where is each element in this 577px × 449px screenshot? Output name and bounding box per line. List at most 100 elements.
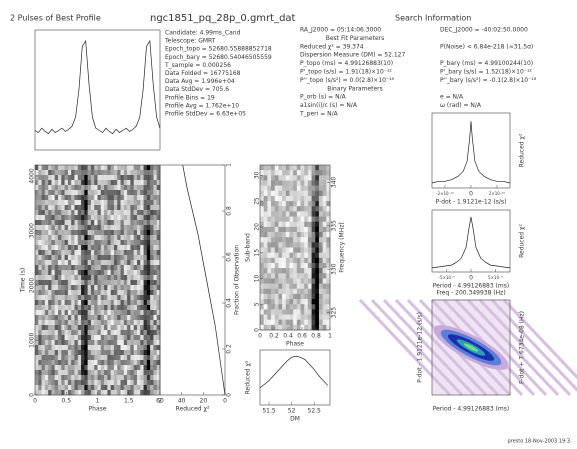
heatmap-cell [58, 175, 62, 181]
x-tick-label: 0.5 [61, 398, 71, 405]
heatmap-cell [84, 200, 88, 206]
heatmap-cell [67, 355, 72, 361]
heatmap-cell [54, 320, 59, 326]
heatmap-cell [289, 195, 294, 202]
heatmap-cell [61, 280, 65, 286]
heatmap-cell [107, 225, 111, 231]
heatmap-cell [282, 278, 287, 284]
heatmap-cell [97, 380, 102, 386]
heatmap-cell [307, 185, 312, 192]
y-tick-label: 10 [254, 274, 261, 282]
heatmap-cell [38, 390, 42, 396]
heatmap-cell [44, 390, 49, 396]
heatmap-cell [41, 205, 46, 211]
heatmap-cell [156, 340, 161, 346]
heatmap-cell [120, 340, 125, 346]
heatmap-cell [322, 299, 327, 305]
heatmap-cell [71, 325, 75, 331]
heatmap-cell [77, 360, 82, 366]
heatmap-cell [87, 260, 92, 266]
heatmap-cell [100, 390, 105, 396]
heatmap-cell [296, 309, 301, 315]
heatmap-cell [267, 314, 272, 320]
heatmap-cell [318, 211, 323, 217]
heatmap-cell [123, 275, 128, 281]
heatmap-cell [311, 288, 316, 295]
heatmap-cell [136, 295, 141, 301]
heatmap-cell [81, 200, 85, 206]
heatmap-cell [110, 330, 115, 336]
heatmap-cell [143, 265, 148, 271]
heatmap-cell [51, 195, 56, 201]
heatmap-cell [67, 385, 72, 391]
heatmap-cell [51, 320, 56, 326]
heatmap-cell [127, 260, 131, 266]
heatmap-cell [153, 275, 158, 281]
heatmap-cell [100, 285, 105, 291]
heatmap-cell [84, 280, 88, 286]
heatmap-cell [322, 257, 327, 264]
heatmap-cell [87, 330, 92, 336]
heatmap-cell [318, 314, 323, 320]
heatmap-cell [304, 278, 309, 284]
info-line: RA_J2000 = 05:14:06.3000 [300, 27, 381, 34]
heatmap-cell [260, 180, 264, 186]
heatmap-cell [315, 232, 320, 238]
heatmap-cell [110, 390, 115, 396]
heatmap-cell [300, 211, 305, 217]
heatmap-cell [322, 175, 327, 181]
heatmap-cell [150, 170, 154, 176]
heatmap-cell [113, 310, 118, 316]
heatmap-cell [289, 314, 294, 320]
heatmap-cell [318, 278, 323, 284]
heatmap-cell [64, 265, 69, 271]
heatmap-cell [130, 245, 134, 251]
heatmap-cell [322, 180, 327, 186]
heatmap-cell [136, 350, 141, 356]
heatmap-cell [41, 250, 46, 256]
heatmap-cell [140, 180, 144, 186]
heatmap-cell [61, 185, 65, 191]
heatmap-cell [104, 340, 108, 346]
heatmap-cell [48, 345, 52, 351]
heatmap-cell [136, 315, 141, 321]
heatmap-cell [71, 385, 75, 391]
heatmap-cell [81, 290, 85, 296]
info-line: Candidate: 4.99ms_Cand [165, 30, 241, 37]
heatmap-cell [38, 345, 42, 351]
heatmap-cell [54, 315, 59, 321]
heatmap-cell [300, 165, 305, 171]
heatmap-cell [35, 170, 39, 176]
heatmap-cell [74, 365, 79, 371]
heatmap-cell [110, 345, 115, 351]
heatmap-cell [146, 255, 151, 261]
heatmap-cell [289, 299, 294, 305]
heatmap-cell [71, 380, 75, 386]
heatmap-cell [87, 205, 92, 211]
heatmap-cell [315, 201, 320, 207]
heatmap-cell [54, 375, 59, 381]
heatmap-cell [58, 165, 62, 171]
heatmap-cell [123, 205, 128, 211]
heatmap-cell [150, 185, 154, 191]
heatmap-cell [322, 309, 327, 315]
heatmap-cell [311, 262, 316, 269]
heatmap-cell [300, 175, 305, 181]
heatmap-cell [153, 225, 158, 231]
heatmap-cell [51, 370, 56, 376]
heatmap-cell [150, 205, 154, 211]
heatmap-cell [107, 230, 111, 236]
heatmap-cell [110, 275, 115, 281]
heatmap-cell [150, 345, 154, 351]
heatmap-cell [64, 340, 69, 346]
heatmap-cell [153, 215, 158, 221]
heatmap-cell [107, 295, 111, 301]
heatmap-cell [94, 165, 98, 171]
heatmap-cell [81, 335, 85, 341]
heatmap-cell [41, 225, 46, 231]
heatmap-cell [104, 225, 108, 231]
heatmap-cell [41, 290, 46, 296]
heatmap-cell [48, 360, 52, 366]
heatmap-cell [123, 355, 128, 361]
heatmap-cell [41, 270, 46, 276]
